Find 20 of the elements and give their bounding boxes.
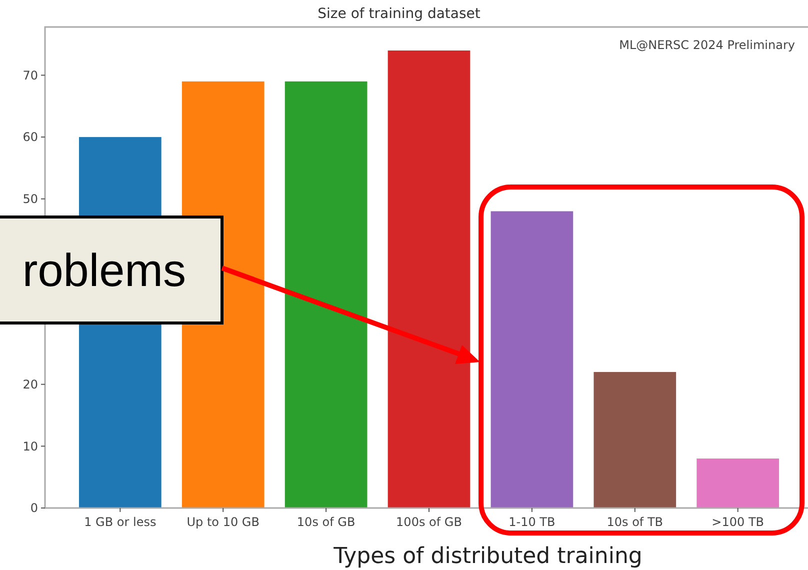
- y-tick-label: 50: [22, 192, 38, 206]
- x-axis-title: Types of distributed training: [332, 544, 642, 569]
- x-tick-label: >100 TB: [712, 515, 764, 529]
- x-tick-label: 10s of TB: [606, 515, 664, 529]
- y-tick-label: 60: [22, 130, 38, 144]
- x-tick-label: Up to 10 GB: [186, 515, 260, 529]
- y-tick-label: 10: [22, 439, 38, 454]
- chart-title: Size of training dataset: [318, 6, 481, 22]
- x-tick-label: 1 GB or less: [84, 515, 156, 529]
- annotation: roblems: [22, 244, 186, 296]
- y-tick-label: 70: [22, 68, 38, 82]
- bar: [696, 458, 780, 508]
- y-tick-label: 20: [22, 378, 38, 392]
- bar: [594, 372, 676, 508]
- bar: [490, 211, 574, 508]
- annotation: ML@NERSC 2024 Preliminary: [619, 38, 795, 52]
- y-tick-label: 0: [30, 501, 38, 516]
- x-tick-label: 10s of GB: [296, 515, 356, 529]
- x-tick-label: 1-10 TB: [508, 515, 556, 529]
- x-tick-label: 100s of GB: [396, 515, 462, 529]
